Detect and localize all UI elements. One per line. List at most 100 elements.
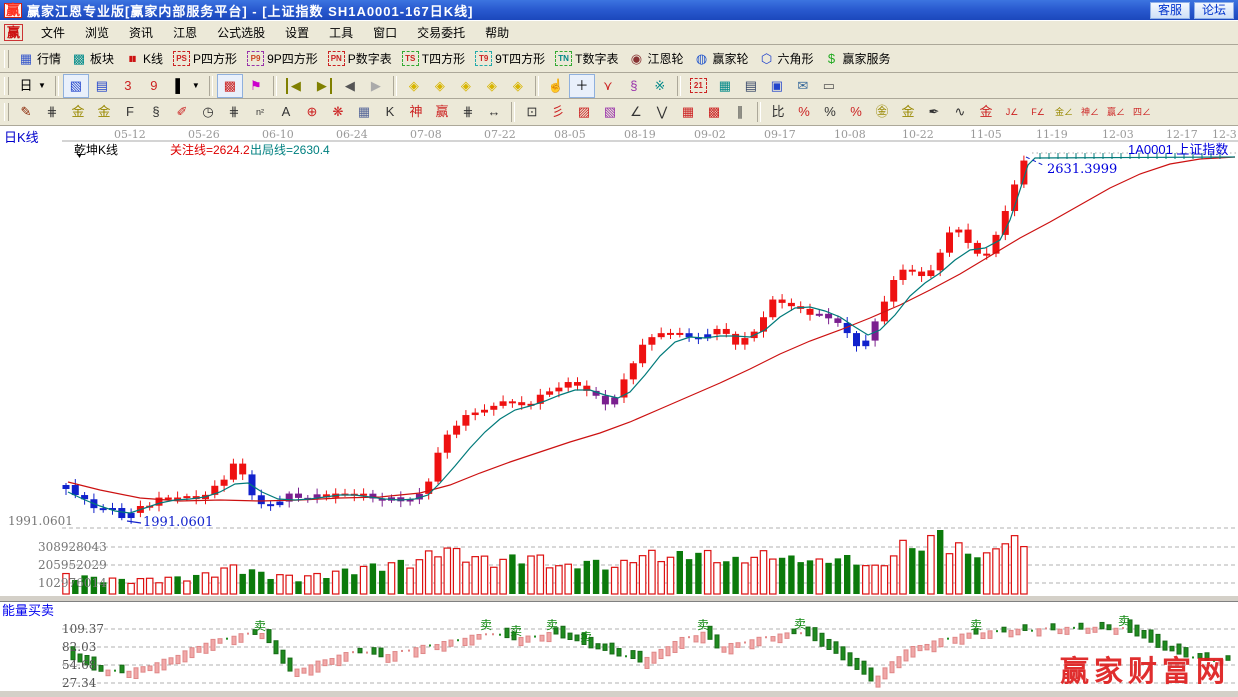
angle-lines-icon[interactable]: ∠ [623, 100, 649, 124]
toolbar-gripper[interactable] [4, 49, 9, 68]
gann-diamond-cross-icon[interactable]: ◈ [505, 74, 531, 98]
span-arrows-icon[interactable]: ↔ [481, 100, 507, 124]
qiankun-kline-dropdown[interactable]: 乾坤K线 [74, 143, 119, 157]
menu-公式选股[interactable]: 公式选股 [217, 26, 266, 40]
save-icon[interactable]: ▣ [764, 74, 790, 98]
prev-bar-icon[interactable]: ◀ [337, 74, 363, 98]
wave-brain-icon[interactable]: ※ [647, 74, 673, 98]
gann-diamond-up-icon[interactable]: ◈ [479, 74, 505, 98]
fan-box-icon[interactable]: ▨ [571, 100, 597, 124]
fan-lines-icon[interactable]: 彡 [545, 100, 571, 124]
dropdown-arrow-icon[interactable]: ▼ [76, 153, 83, 160]
fan-box-purple-icon[interactable]: ▧ [597, 100, 623, 124]
time-cycle-icon[interactable]: ◷ [195, 100, 221, 124]
menu-浏览[interactable]: 浏览 [85, 26, 110, 40]
last-page-icon[interactable]: ▶ [309, 74, 337, 98]
square-adjust-icon[interactable]: ⊡ [519, 100, 545, 124]
gann-diamond-right-icon[interactable]: ◈ [427, 74, 453, 98]
print-icon[interactable]: ▭ [816, 74, 842, 98]
next-bar-icon[interactable]: ▶ [363, 74, 389, 98]
gann-square-tool-icon[interactable]: § [621, 74, 647, 98]
spiral-tool-icon[interactable]: § [143, 100, 169, 124]
calculator-icon[interactable]: ▦ [712, 74, 738, 98]
toolbar-gripper[interactable] [4, 103, 9, 121]
crosshair-icon[interactable]: ＋ [568, 73, 595, 98]
period-day-selector[interactable]: 日 ▼ [13, 74, 51, 98]
red-pen-tool-icon[interactable]: ✐ [169, 100, 195, 124]
web-tool-icon[interactable]: ❋ [325, 100, 351, 124]
wave-a-icon[interactable]: ∿ [947, 100, 973, 124]
tab-daily-kline[interactable]: 日K线 [4, 130, 39, 145]
t-square-button[interactable]: TS T四方形 [397, 47, 470, 71]
percent-line-icon[interactable]: % [843, 100, 869, 124]
customer-service-button[interactable]: 客服 [1149, 1, 1190, 19]
candle-style-selector[interactable]: ▌ ▼ [167, 74, 205, 98]
golden-grid-b-icon[interactable]: 金 [91, 100, 117, 124]
n-square-icon[interactable]: n² [247, 100, 273, 124]
menu-帮助[interactable]: 帮助 [485, 26, 510, 40]
notes-icon[interactable]: ▤ [738, 74, 764, 98]
j-angle-icon[interactable]: J∠ [999, 100, 1025, 124]
indicator-title[interactable]: 能量买卖 [2, 603, 55, 618]
p-table-button[interactable]: PN P数字表 [323, 47, 397, 71]
chart-surface[interactable] [0, 126, 1238, 696]
menu-交易委托[interactable]: 交易委托 [417, 26, 466, 40]
red-grid2-icon[interactable]: ▩ [701, 100, 727, 124]
email-web-icon[interactable]: ✉ [790, 74, 816, 98]
gann-diamond-left-icon[interactable]: ◈ [401, 74, 427, 98]
qiankun-mark-toggle[interactable]: ▩ [216, 73, 243, 98]
parallel-lines-icon[interactable]: ∥ [727, 100, 753, 124]
golden-grid-a-icon[interactable]: 金 [65, 100, 91, 124]
shen-tool-icon[interactable]: 神 [403, 100, 429, 124]
sectors-button[interactable]: ▩ 板块 [66, 47, 119, 71]
gann-ruler-icon[interactable]: ⋕ [39, 100, 65, 124]
menu-设置[interactable]: 设置 [285, 26, 310, 40]
shen-angle-icon[interactable]: 神∠ [1077, 100, 1103, 124]
grid-web-icon[interactable]: ▦ [351, 100, 377, 124]
k-mark-icon[interactable]: K [377, 100, 403, 124]
qiankun-kline-toggle[interactable]: ▧ [62, 73, 89, 98]
a-channel-icon[interactable]: A [273, 100, 299, 124]
gold-lines-icon[interactable]: 金 [895, 100, 921, 124]
menu-江恩[interactable]: 江恩 [173, 26, 198, 40]
percent-tool-icon[interactable]: % [817, 100, 843, 124]
kline-button[interactable]: ▮▮ K线 [119, 47, 168, 71]
p-square-button[interactable]: PS P四方形 [168, 47, 242, 71]
si-angle-icon[interactable]: 四∠ [1129, 100, 1155, 124]
menu-资讯[interactable]: 资讯 [129, 26, 154, 40]
ratio-tool-icon[interactable]: 比 [765, 100, 791, 124]
menu-文件[interactable]: 文件 [41, 26, 66, 40]
angle-measure-icon[interactable]: ⋎ [595, 74, 621, 98]
ying-angle-icon[interactable]: 赢∠ [1103, 100, 1129, 124]
winner-service-button[interactable]: $ 赢家服务 [819, 47, 896, 71]
kline-combine-3-icon[interactable]: 3 [115, 74, 141, 98]
9p-square-button[interactable]: P9 9P四方形 [242, 47, 323, 71]
volume-flag-icon[interactable]: ⚑ [243, 74, 269, 98]
t-table-button[interactable]: TN T数字表 [550, 47, 623, 71]
menu-窗口[interactable]: 窗口 [373, 26, 398, 40]
ruler-123-icon[interactable]: ⋕ [455, 100, 481, 124]
quotes-button[interactable]: ▦ 行情 [13, 47, 66, 71]
first-page-icon[interactable]: ◀ [281, 74, 309, 98]
winner-wheel-button[interactable]: ◍ 赢家轮 [688, 47, 753, 71]
pan-hand-icon[interactable]: ☝ [543, 74, 569, 98]
ruler-tool-icon[interactable]: ⋕ [221, 100, 247, 124]
hexagon-button[interactable]: ⬡ 六角形 [754, 47, 819, 71]
gold-angle-icon[interactable]: 金∠ [1051, 100, 1077, 124]
ying-tool-icon[interactable]: 赢 [429, 100, 455, 124]
gold-circle-icon[interactable]: ㊎ [869, 100, 895, 124]
ink-pen-icon[interactable]: ✒ [921, 100, 947, 124]
kline-combine-9-icon[interactable]: 9 [141, 74, 167, 98]
gann-wheel-button[interactable]: ◉ 江恩轮 [623, 47, 688, 71]
red-grid-icon[interactable]: ▦ [675, 100, 701, 124]
9t-square-button[interactable]: T9 9T四方形 [470, 47, 550, 71]
toolbar-gripper[interactable] [4, 76, 9, 95]
percent-angle-icon[interactable]: % [791, 100, 817, 124]
info-panel-icon[interactable]: ▤ [89, 74, 115, 98]
gold-red-icon[interactable]: 金 [973, 100, 999, 124]
circle-cross-icon[interactable]: ⊕ [299, 100, 325, 124]
pane-divider[interactable] [0, 595, 1238, 602]
v-lines-icon[interactable]: ⋁ [649, 100, 675, 124]
forum-button[interactable]: 论坛 [1193, 1, 1234, 19]
f-angle-icon[interactable]: F∠ [1025, 100, 1051, 124]
